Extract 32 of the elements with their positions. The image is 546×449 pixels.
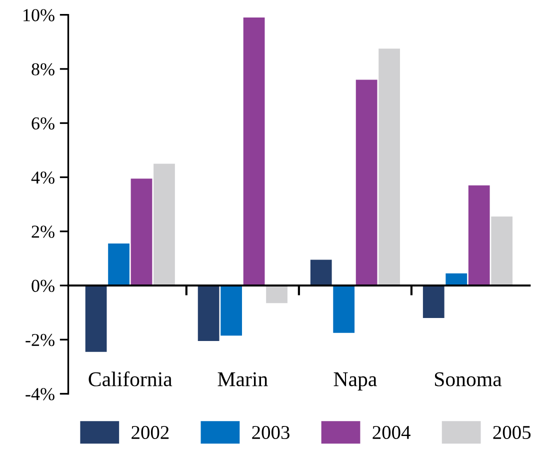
y-tick-label: 8% — [32, 63, 54, 76]
bar — [243, 18, 265, 286]
bar — [333, 286, 355, 333]
bar — [422, 286, 444, 318]
x-tick-label: California — [88, 371, 172, 386]
y-tick-label: 2% — [32, 226, 54, 238]
bar — [85, 286, 107, 352]
y-tick-label: 10% — [24, 9, 54, 22]
bar — [310, 260, 332, 286]
y-tick-label: 4% — [31, 171, 54, 184]
bar — [356, 80, 378, 286]
bar — [491, 216, 513, 286]
x-tick-label: Sonoma — [434, 372, 502, 386]
bar — [198, 286, 220, 341]
legend-label: 2003 — [252, 426, 290, 440]
x-tick-label: Napa — [334, 372, 377, 391]
bar — [378, 48, 400, 286]
y-tick-label: -2% — [26, 334, 54, 346]
y-tick-label: -4% — [26, 388, 54, 400]
legend-label: 2004 — [372, 426, 410, 440]
legend-label: 2005 — [493, 426, 531, 440]
y-tick-label: 0% — [32, 280, 54, 292]
bar — [266, 286, 288, 304]
x-tick-label: Marin — [218, 372, 268, 386]
bar — [130, 178, 152, 286]
bar — [468, 185, 490, 286]
bar — [154, 164, 175, 286]
bar — [220, 286, 242, 336]
bar — [108, 244, 130, 286]
y-tick-label: 6% — [32, 117, 54, 130]
legend-label: 2002 — [132, 426, 169, 440]
bar — [446, 273, 468, 286]
